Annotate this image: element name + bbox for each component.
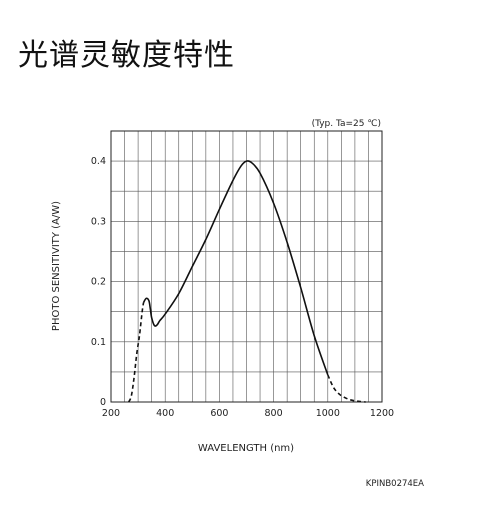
curve-segment-solid <box>142 160 329 376</box>
sensitivity-curve <box>127 160 366 403</box>
curve-segment-dashed <box>327 374 366 403</box>
x-tick-label: 1200 <box>370 408 394 419</box>
y-tick-label: 0.1 <box>91 337 106 348</box>
x-tick-label: 400 <box>156 408 174 419</box>
plot-frame <box>110 130 383 403</box>
page-title: 光谱灵敏度特性 <box>18 38 235 73</box>
curve-segment-dashed <box>127 302 145 403</box>
x-tick-label: 1000 <box>316 408 340 419</box>
y-tick-label: 0.3 <box>91 216 106 227</box>
x-tick-label: 800 <box>265 408 283 419</box>
y-tick-label: 0 <box>100 397 106 408</box>
condition-label: (Typ. Ta=25 ℃) <box>312 119 381 129</box>
x-axis-title: WAVELENGTH (nm) <box>198 443 294 454</box>
x-tick-label: 600 <box>210 408 228 419</box>
chart-grid <box>111 131 382 402</box>
y-tick-label: 0.4 <box>91 156 106 167</box>
axis-ticks: 200 400 600 800 1000 1200 0 0.1 0.2 0.3 0.4 <box>91 156 394 419</box>
x-tick-label: 200 <box>102 408 120 419</box>
y-tick-label: 0.2 <box>91 277 106 288</box>
y-axis-title: PHOTO SENSITIVITY (A/W) <box>51 201 62 331</box>
figure-code: KPINB0274EA <box>366 479 424 489</box>
